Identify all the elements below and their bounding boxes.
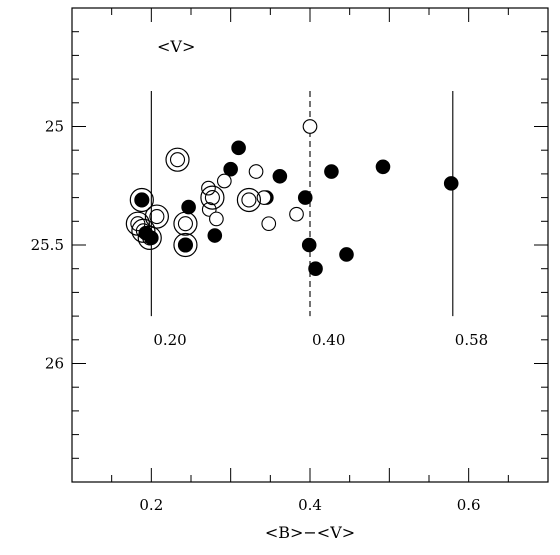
- y-tick-label: 26: [45, 355, 64, 373]
- ringed-point: [173, 211, 198, 236]
- tick-labels: 0.2 0.4 0.6 25 25.5 26: [31, 118, 481, 515]
- reference-line-label: 0.40: [312, 331, 345, 349]
- x-tick-label: 0.2: [139, 496, 163, 514]
- open-point: [216, 173, 232, 189]
- open-point: [209, 211, 224, 227]
- ringed-point: [173, 232, 198, 258]
- y-tick-label: 25: [45, 118, 64, 136]
- filled-point: [339, 247, 354, 262]
- filled-point: [375, 159, 391, 175]
- filled-point: [324, 164, 339, 179]
- filled-point: [231, 140, 246, 156]
- ringed-point: [129, 187, 154, 213]
- open-point: [256, 190, 272, 205]
- ringed-point: [200, 185, 225, 210]
- ringed-point: [165, 147, 190, 172]
- vertical-lines: 0.20 0.40 0.58: [150, 90, 488, 349]
- open-point: [289, 206, 304, 222]
- ringed-point: [236, 187, 262, 213]
- axis-ticks: [71, 7, 549, 483]
- ringed-point: [144, 204, 169, 229]
- open-point: [248, 164, 264, 179]
- filled-point: [443, 176, 459, 191]
- open-point: [302, 119, 318, 134]
- panel-label: <V>: [157, 37, 195, 56]
- y-tick-label: 25.5: [31, 236, 64, 254]
- data-points: [125, 119, 459, 277]
- reference-line-label: 0.20: [153, 331, 186, 349]
- open-point: [201, 180, 216, 196]
- reference-line-label: 0.58: [455, 331, 488, 349]
- open-point: [261, 216, 277, 232]
- x-tick-label: 0.6: [457, 496, 481, 514]
- ringed-point: [137, 225, 162, 250]
- filled-point: [308, 261, 323, 277]
- filled-point: [301, 237, 317, 253]
- x-axis-title: <B>−<V>: [265, 523, 355, 542]
- filled-point: [223, 161, 238, 177]
- filled-point: [272, 168, 288, 184]
- filled-point: [297, 190, 313, 205]
- filled-point: [181, 199, 196, 215]
- filled-point: [207, 228, 223, 243]
- x-tick-label: 0.4: [298, 496, 322, 514]
- filled-point: [144, 230, 159, 246]
